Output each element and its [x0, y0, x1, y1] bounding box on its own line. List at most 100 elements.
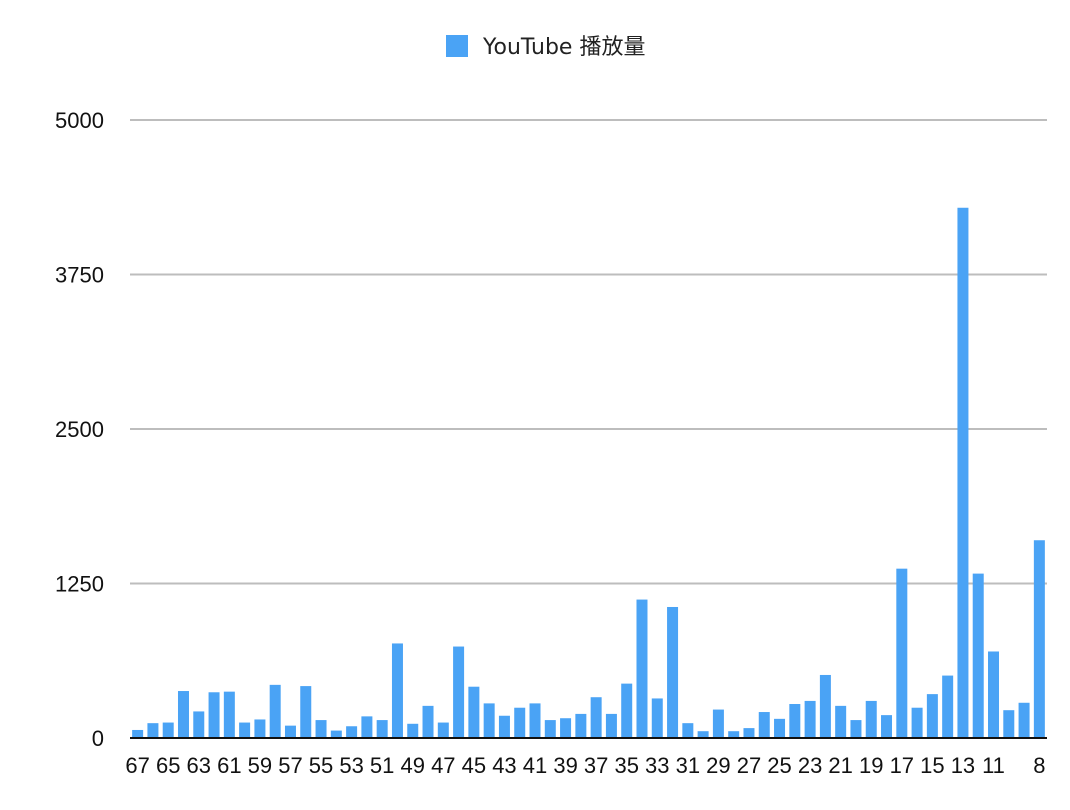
- bar-23[interactable]: [804, 700, 816, 738]
- bar-26[interactable]: [758, 712, 770, 738]
- x-tick-label: 57: [278, 753, 302, 778]
- bar-59[interactable]: [254, 719, 266, 738]
- bar-55[interactable]: [315, 720, 327, 738]
- bar-11[interactable]: [988, 651, 1000, 738]
- bar-42[interactable]: [514, 707, 526, 738]
- x-tick-label: 49: [400, 753, 424, 778]
- bar-20[interactable]: [850, 720, 862, 738]
- x-tick-label: 15: [920, 753, 944, 778]
- bar-41[interactable]: [529, 703, 541, 738]
- bar-21[interactable]: [835, 705, 847, 738]
- y-axis: 0 1250 2500 3750 5000: [55, 108, 104, 751]
- legend-label: YouTube 播放量: [482, 35, 645, 60]
- bar-32[interactable]: [667, 606, 679, 738]
- bars: [132, 207, 1045, 738]
- x-tick-label: 65: [156, 753, 180, 778]
- bar-52[interactable]: [361, 716, 373, 738]
- bar-54[interactable]: [330, 730, 342, 738]
- bar-47[interactable]: [437, 722, 449, 738]
- y-tick-label: 0: [92, 726, 104, 751]
- bar-15[interactable]: [926, 694, 938, 738]
- bar-14[interactable]: [942, 675, 954, 738]
- bar-60[interactable]: [239, 722, 251, 738]
- bar-10[interactable]: [1003, 710, 1015, 738]
- bar-66[interactable]: [147, 723, 159, 738]
- bar-30[interactable]: [697, 731, 709, 738]
- x-tick-label: 51: [370, 753, 394, 778]
- x-tick-label: 27: [737, 753, 761, 778]
- y-tick-label: 2500: [55, 417, 104, 442]
- bar-61[interactable]: [223, 691, 235, 738]
- x-tick-label: 41: [523, 753, 547, 778]
- bar-40[interactable]: [544, 720, 556, 738]
- bar-67[interactable]: [132, 729, 144, 738]
- legend[interactable]: YouTube 播放量: [446, 35, 645, 60]
- bar-9[interactable]: [1018, 702, 1030, 738]
- bar-49[interactable]: [407, 723, 419, 738]
- x-tick-label: 23: [798, 753, 822, 778]
- x-tick-label: 29: [706, 753, 730, 778]
- x-tick-label: 31: [676, 753, 700, 778]
- x-tick-label: 61: [217, 753, 241, 778]
- bar-46[interactable]: [453, 646, 465, 738]
- bar-28[interactable]: [728, 731, 740, 738]
- x-axis: 67 65 63 61 59 57 55 53 51 49 47 45 43 41 39 37 35 33 31 29…: [125, 753, 1045, 778]
- x-tick-label: 55: [309, 753, 333, 778]
- x-tick-label: 13: [951, 753, 975, 778]
- y-tick-label: 1250: [55, 572, 104, 597]
- bar-44[interactable]: [483, 703, 495, 738]
- y-tick-label: 3750: [55, 263, 104, 288]
- x-tick-label: 25: [767, 753, 791, 778]
- x-tick-label: 21: [828, 753, 852, 778]
- bar-24[interactable]: [789, 704, 801, 738]
- bar-38[interactable]: [575, 713, 587, 738]
- bar-19[interactable]: [865, 700, 877, 738]
- x-tick-label: 33: [645, 753, 669, 778]
- bar-57[interactable]: [284, 725, 296, 738]
- bar-58[interactable]: [269, 684, 281, 738]
- bar-25[interactable]: [774, 718, 786, 738]
- x-tick-label: 59: [248, 753, 272, 778]
- bar-17[interactable]: [896, 568, 908, 738]
- bar-8[interactable]: [1033, 540, 1045, 738]
- bar-22[interactable]: [819, 674, 831, 738]
- bar-31[interactable]: [682, 723, 694, 738]
- x-tick-label: 8: [1033, 753, 1045, 778]
- bar-51[interactable]: [376, 720, 388, 738]
- bar-39[interactable]: [560, 718, 572, 738]
- bar-27[interactable]: [743, 728, 755, 738]
- bar-36[interactable]: [605, 713, 617, 738]
- x-tick-label: 45: [462, 753, 486, 778]
- bar-34[interactable]: [636, 599, 648, 738]
- bar-64[interactable]: [177, 691, 189, 738]
- y-tick-label: 5000: [55, 108, 104, 133]
- bar-62[interactable]: [208, 692, 220, 738]
- bar-12[interactable]: [972, 573, 984, 738]
- bar-63[interactable]: [193, 711, 205, 738]
- bar-16[interactable]: [911, 707, 923, 738]
- bar-13[interactable]: [957, 207, 969, 738]
- bar-56[interactable]: [300, 686, 312, 738]
- x-tick-label: 19: [859, 753, 883, 778]
- legend-swatch: [446, 35, 468, 57]
- bar-50[interactable]: [391, 643, 403, 738]
- bar-29[interactable]: [712, 709, 724, 738]
- bar-45[interactable]: [468, 686, 480, 738]
- bar-18[interactable]: [881, 715, 893, 738]
- x-tick-label: 47: [431, 753, 455, 778]
- x-tick-label: 11: [982, 753, 1005, 778]
- bar-48[interactable]: [422, 705, 434, 738]
- x-tick-label: 37: [584, 753, 608, 778]
- bar-33[interactable]: [651, 698, 663, 738]
- bar-43[interactable]: [498, 715, 510, 738]
- bar-65[interactable]: [162, 722, 174, 738]
- bar-35[interactable]: [621, 683, 633, 738]
- bar-53[interactable]: [346, 726, 358, 738]
- x-tick-label: 63: [187, 753, 211, 778]
- bar-37[interactable]: [590, 697, 602, 738]
- x-tick-label: 53: [339, 753, 363, 778]
- x-tick-label: 17: [890, 753, 914, 778]
- gridlines: [130, 119, 1047, 585]
- x-tick-label: 39: [553, 753, 577, 778]
